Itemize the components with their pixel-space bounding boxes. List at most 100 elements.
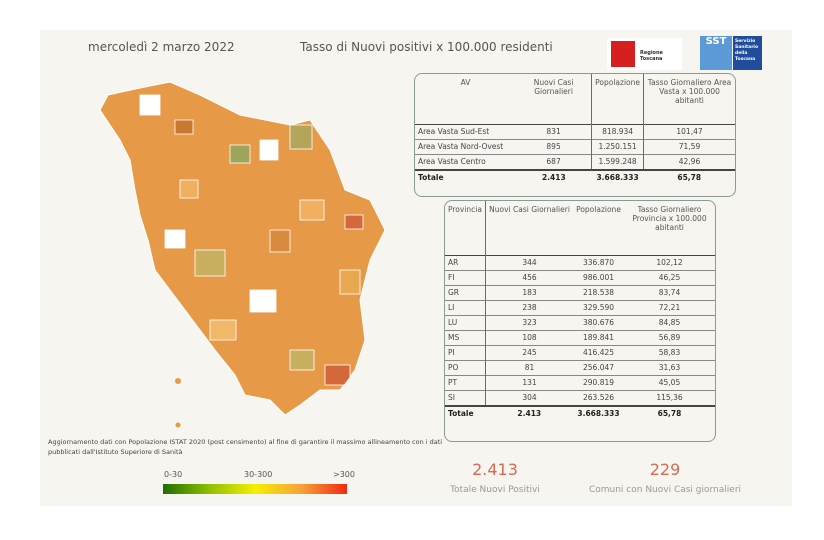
sst-logo-mark: SST [700, 36, 732, 70]
kpi-comuni-value: 229 [649, 460, 681, 479]
provincia-code: GR [445, 285, 487, 300]
area-vasta-table: AV Nuovi Casi Giornalieri Popolazione Ta… [414, 73, 736, 197]
table-row[interactable]: Area Vasta Centro 687 1.599.248 42,96 [415, 154, 735, 170]
regione-toscana-logo: Regione Toscana [607, 38, 682, 70]
municipality[interactable] [209, 319, 237, 341]
tuscany-map[interactable] [0, 0, 400, 440]
cell: 45,05 [658, 378, 681, 387]
report-date: mercoledì 2 marzo 2022 [88, 40, 235, 54]
cell: 290.819 [583, 378, 615, 387]
cell: 101,47 [676, 127, 703, 136]
total-cell: 2.413 [517, 409, 542, 418]
provincia-code: PI [445, 345, 487, 360]
table-row[interactable]: PO 81 256.047 31,63 [445, 360, 715, 375]
kpi-total-value: 2.413 [472, 460, 518, 479]
cell: 256.047 [583, 363, 615, 372]
legend-high: >300 [333, 470, 355, 479]
table-row[interactable]: PI 245 416.425 58,83 [445, 345, 715, 360]
cell: 245 [522, 348, 537, 357]
municipality[interactable] [289, 124, 313, 150]
region-outline [99, 81, 386, 416]
cell: 344 [522, 258, 537, 267]
table-row[interactable]: AR 344 336.870 102,12 [445, 255, 715, 270]
cell: 189.841 [583, 333, 615, 342]
municipality[interactable] [269, 229, 291, 253]
table-row[interactable]: FI 456 986.001 46,25 [445, 270, 715, 285]
provincia-code: AR [445, 255, 487, 270]
table-row[interactable]: LU 323 380.676 84,85 [445, 315, 715, 330]
cell: 1.599.248 [591, 154, 644, 170]
cell: 72,21 [658, 303, 681, 312]
report-title: Tasso di Nuovi positivi x 100.000 reside… [300, 40, 553, 54]
municipality[interactable] [174, 119, 194, 135]
legend-mid: 30-300 [244, 470, 273, 479]
cell: 42,96 [678, 157, 701, 166]
cell: 304 [522, 393, 537, 402]
cell: 183 [522, 288, 537, 297]
table-row[interactable]: GR 183 218.538 83,74 [445, 285, 715, 300]
data-note: Aggiornamento dati con Popolazione ISTAT… [48, 438, 443, 456]
population-header[interactable]: Popolazione [591, 74, 644, 124]
municipality[interactable] [339, 269, 361, 295]
sst-logo-text: Servizio Sanitario della Toscana [733, 36, 762, 70]
municipality[interactable] [289, 349, 315, 371]
cell: 131 [522, 378, 537, 387]
cell: 323 [522, 318, 537, 327]
cell: 84,85 [658, 318, 681, 327]
cell: 416.425 [583, 348, 615, 357]
table-row[interactable]: Area Vasta Nord-Ovest 895 1.250.151 71,59 [415, 139, 735, 154]
cell: 818.934 [591, 124, 644, 139]
provincia-code: SI [445, 390, 487, 406]
population-header[interactable]: Popolazione [576, 205, 621, 214]
cell: 71,59 [678, 142, 701, 151]
municipality[interactable] [194, 249, 226, 277]
municipality[interactable] [229, 144, 251, 164]
municipality[interactable] [164, 229, 186, 249]
island-elba[interactable] [175, 378, 181, 384]
cell: 456 [522, 273, 537, 282]
municipality[interactable] [299, 199, 325, 221]
kpi-total-label: Totale Nuovi Positivi [450, 485, 540, 495]
kpi-comuni-label: Comuni con Nuovi Casi giornalieri [588, 485, 742, 495]
table-row[interactable]: SI 304 263.526 115,36 [445, 390, 715, 406]
total-cell: 2.413 [541, 173, 566, 182]
municipality[interactable] [259, 139, 279, 161]
table-row[interactable]: PT 131 290.819 45,05 [445, 375, 715, 390]
municipality[interactable] [324, 364, 351, 386]
total-cell: 3.668.333 [596, 173, 639, 182]
cell: 263.526 [583, 393, 615, 402]
municipality[interactable] [249, 289, 277, 313]
total-row: Totale 2.413 3.668.333 65,78 [445, 405, 715, 421]
provincia-code: LU [445, 315, 487, 330]
provincia-code: LI [445, 300, 487, 315]
total-cell: 65,78 [677, 173, 702, 182]
area-name: Area Vasta Centro [418, 157, 486, 166]
legend-low: 0-30 [164, 470, 183, 479]
provincia-table: Provincia Nuovi Casi Giornalieri Popolaz… [444, 200, 716, 442]
municipalities [139, 94, 364, 386]
provincia-code: MS [445, 330, 487, 345]
municipality[interactable] [179, 179, 199, 199]
rate-header[interactable]: Tasso Giornaliero Area Vasta x 100.000 a… [647, 78, 732, 105]
cell: 831 [516, 124, 593, 139]
municipality[interactable] [139, 94, 161, 116]
cases-header[interactable]: Nuovi Casi Giornalieri [516, 74, 593, 124]
table-row[interactable]: LI 238 329.590 72,21 [445, 300, 715, 315]
municipality[interactable] [344, 214, 364, 230]
table-row[interactable]: MS 108 189.841 56,89 [445, 330, 715, 345]
av-header[interactable]: AV [460, 78, 471, 87]
cell: 81 [524, 363, 535, 372]
total-cell: 3.668.333 [577, 409, 620, 418]
cell: 31,63 [658, 363, 681, 372]
island-giglio[interactable] [175, 422, 181, 428]
provincia-header[interactable]: Provincia [445, 201, 487, 255]
cell: 108 [522, 333, 537, 342]
cell: 46,25 [658, 273, 681, 282]
total-cell: Totale [418, 173, 444, 182]
cell: 102,12 [656, 258, 683, 267]
provincia-code: FI [445, 270, 487, 285]
rate-header[interactable]: Tasso Giornaliero Provincia x 100.000 ab… [632, 205, 707, 232]
cell: 329.590 [583, 303, 615, 312]
table-row[interactable]: Area Vasta Sud-Est 831 818.934 101,47 [415, 124, 735, 139]
cases-header[interactable]: Nuovi Casi Giornalieri [489, 205, 570, 214]
